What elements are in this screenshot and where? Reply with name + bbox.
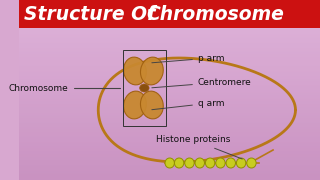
Ellipse shape: [124, 57, 146, 85]
Circle shape: [236, 158, 246, 168]
Bar: [20, 0, 320, 28]
Circle shape: [226, 158, 236, 168]
Bar: [123, 50, 166, 126]
Ellipse shape: [140, 57, 163, 85]
Ellipse shape: [140, 91, 163, 119]
Circle shape: [174, 158, 184, 168]
Circle shape: [185, 158, 194, 168]
Circle shape: [205, 158, 215, 168]
Text: Centromere: Centromere: [152, 78, 252, 88]
Circle shape: [165, 158, 174, 168]
Ellipse shape: [124, 91, 146, 119]
Circle shape: [195, 158, 204, 168]
Ellipse shape: [140, 84, 149, 92]
Text: q arm: q arm: [152, 98, 224, 110]
Circle shape: [247, 158, 256, 168]
Text: p arm: p arm: [152, 53, 224, 63]
Text: Chromosome: Chromosome: [9, 84, 120, 93]
Circle shape: [216, 158, 225, 168]
Text: Structure Of: Structure Of: [24, 4, 156, 24]
Text: Chromosome: Chromosome: [146, 4, 284, 24]
Text: Histone proteins: Histone proteins: [156, 136, 242, 159]
